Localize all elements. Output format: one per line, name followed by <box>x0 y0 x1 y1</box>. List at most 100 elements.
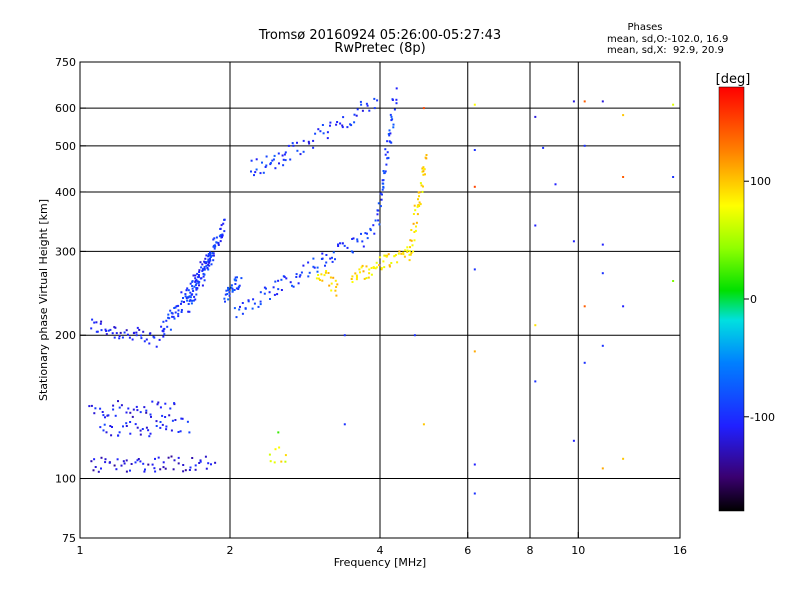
data-point <box>353 113 356 116</box>
data-point <box>408 253 411 256</box>
data-point <box>235 287 238 290</box>
data-point <box>127 407 130 410</box>
data-point <box>165 319 168 322</box>
data-point <box>335 294 338 297</box>
data-point <box>193 295 196 298</box>
data-point <box>162 320 165 323</box>
data-point <box>572 100 575 103</box>
data-point <box>112 404 115 407</box>
data-point <box>204 261 207 263</box>
data-point <box>162 466 165 469</box>
data-point <box>118 337 121 340</box>
data-point <box>237 286 240 289</box>
data-point <box>223 218 226 221</box>
data-point <box>321 252 324 255</box>
data-point <box>168 414 171 417</box>
data-point <box>196 287 199 290</box>
data-point <box>412 222 415 225</box>
data-point <box>387 253 390 256</box>
data-point <box>269 163 272 166</box>
data-point <box>180 300 183 303</box>
data-point <box>417 198 419 201</box>
data-point <box>180 417 183 420</box>
data-point <box>205 467 208 470</box>
data-point <box>198 462 201 464</box>
data-point <box>205 254 208 257</box>
data-point <box>188 310 191 313</box>
data-point <box>171 419 174 422</box>
data-point <box>396 261 399 264</box>
data-point <box>177 315 180 318</box>
data-point <box>379 192 382 195</box>
data-point <box>125 425 128 427</box>
data-point <box>534 380 537 383</box>
data-point <box>161 423 164 426</box>
data-point <box>107 414 110 417</box>
data-point <box>321 257 324 260</box>
y-tick-label: 500 <box>55 140 76 153</box>
data-point <box>410 229 413 231</box>
data-point <box>362 245 365 248</box>
data-point <box>392 126 395 129</box>
data-point <box>117 400 119 403</box>
data-point <box>314 132 317 135</box>
data-point <box>233 307 236 310</box>
data-point <box>351 251 354 254</box>
colorbar-ticks: 100 0 -100 <box>744 175 775 424</box>
data-point <box>355 278 358 281</box>
data-point <box>257 305 260 308</box>
data-point <box>182 470 185 473</box>
data-point <box>572 240 575 243</box>
data-point <box>104 458 107 461</box>
data-point <box>388 265 391 268</box>
colorbar <box>718 86 745 512</box>
data-point <box>369 227 372 230</box>
data-point <box>250 159 253 162</box>
data-point <box>200 266 203 269</box>
grid-layer <box>80 62 680 538</box>
data-point <box>268 291 271 294</box>
data-point <box>422 168 425 171</box>
data-point <box>110 434 113 437</box>
data-point <box>378 256 381 259</box>
data-point <box>218 235 221 238</box>
data-point <box>370 267 373 269</box>
data-point <box>207 268 210 271</box>
data-point <box>277 431 280 434</box>
data-point <box>329 124 331 127</box>
data-point <box>292 144 295 147</box>
data-point <box>272 286 275 289</box>
data-point <box>255 168 258 171</box>
data-point <box>387 133 390 135</box>
data-point <box>103 423 106 426</box>
data-point <box>372 266 375 269</box>
data-point <box>390 119 393 122</box>
data-point <box>280 460 283 463</box>
data-point <box>263 286 266 289</box>
data-point <box>219 227 222 230</box>
data-point <box>328 284 331 287</box>
y-tick-label: 75 <box>62 532 76 545</box>
data-point <box>234 283 237 285</box>
y-tick-label: 750 <box>55 56 76 69</box>
data-point <box>213 247 216 250</box>
data-point <box>383 171 386 174</box>
data-point <box>167 313 170 316</box>
data-point <box>135 331 138 334</box>
data-point <box>207 462 210 465</box>
data-point <box>572 439 575 442</box>
data-point <box>284 159 287 162</box>
data-point <box>173 317 176 320</box>
data-point <box>236 276 238 279</box>
data-point <box>108 461 111 464</box>
data-point <box>179 430 182 433</box>
data-point <box>327 272 330 274</box>
data-point <box>287 144 290 147</box>
data-point <box>325 261 328 264</box>
data-point <box>414 209 417 212</box>
data-point <box>261 161 263 164</box>
data-point <box>97 470 100 473</box>
data-point <box>376 213 379 216</box>
data-point <box>148 435 151 438</box>
